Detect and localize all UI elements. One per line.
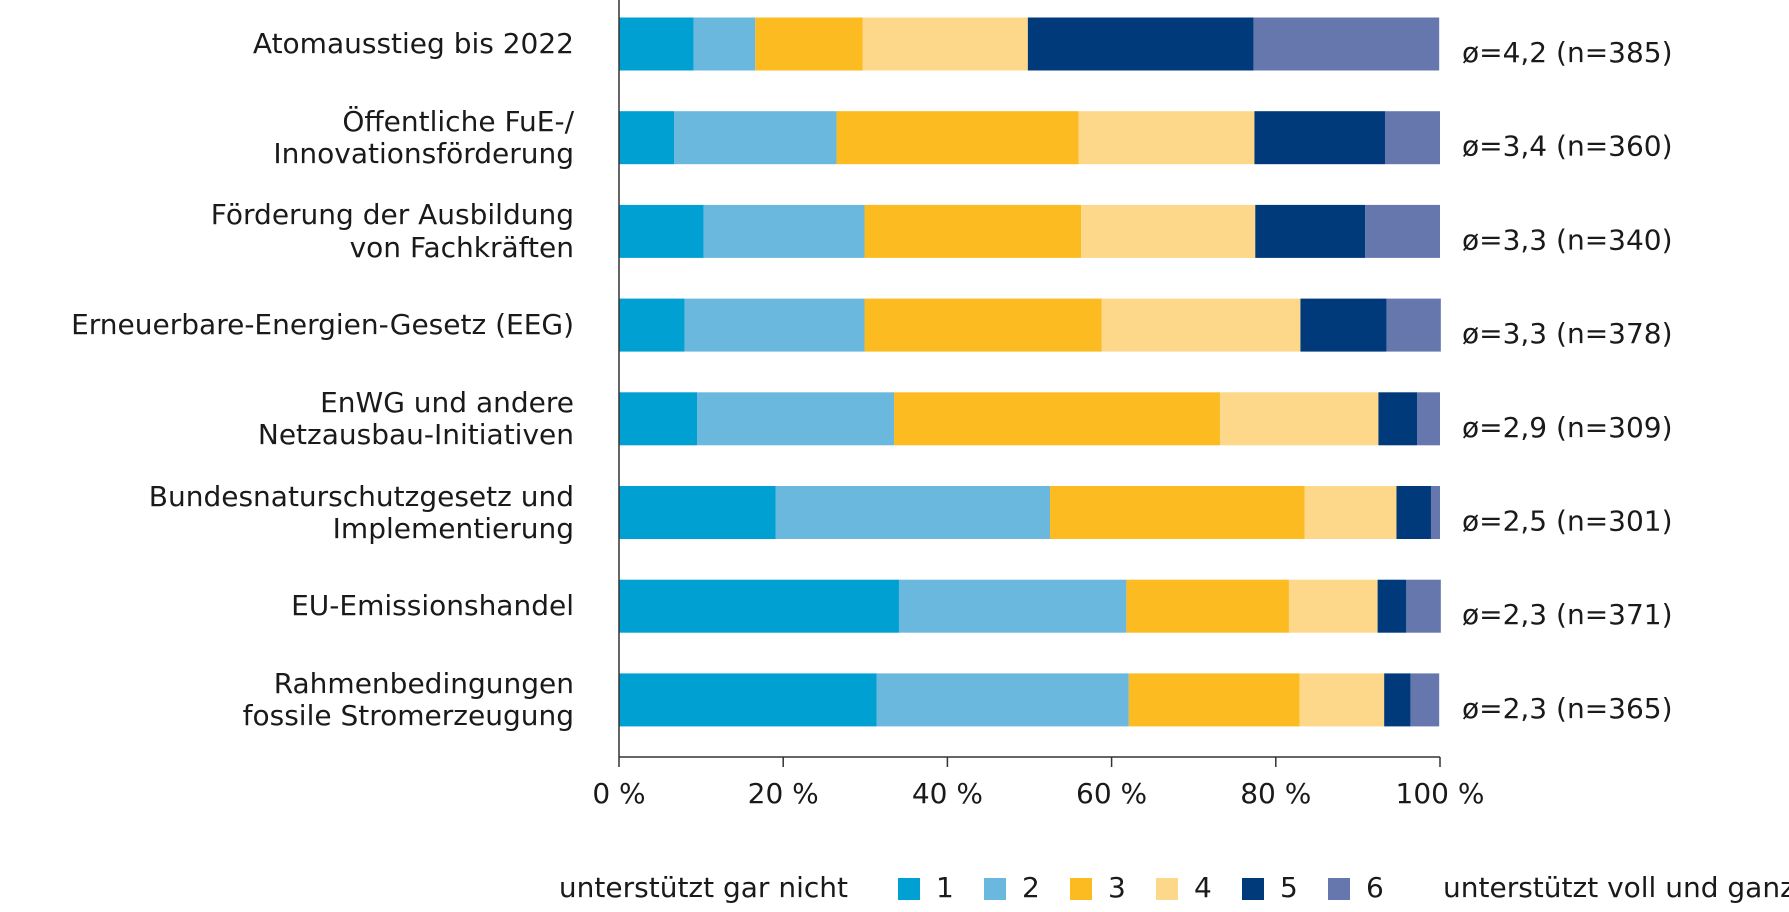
- bar-segment: [1377, 579, 1407, 633]
- bar-segment: [876, 673, 1129, 727]
- legend-label: 2: [1022, 871, 1040, 904]
- bar-segment: [1027, 17, 1254, 71]
- category-label: Öffentliche FuE-/ Innovationsförderung: [273, 104, 574, 170]
- legend-label: 1: [936, 871, 954, 904]
- bar-segment: [1288, 579, 1378, 633]
- legend-swatch: [1328, 878, 1350, 900]
- legend-swatch: [984, 878, 1006, 900]
- category-label: EnWG und andere Netzausbau-Initiativen: [257, 385, 574, 451]
- bar-segment: [1396, 486, 1431, 539]
- bar-segment: [1299, 673, 1385, 727]
- legend-label: 6: [1366, 871, 1384, 904]
- legend-swatch: [1156, 878, 1178, 900]
- bar-segment: [1081, 204, 1256, 258]
- bar-segment: [862, 17, 1028, 71]
- bar-segment: [619, 298, 685, 352]
- annotation: ø=3,3 (n=378): [1462, 317, 1673, 350]
- bar-segment: [619, 392, 697, 446]
- bar-segment: [619, 486, 776, 539]
- bar-segment: [1219, 392, 1379, 446]
- bar-segment: [755, 17, 863, 71]
- bar-segment: [684, 298, 865, 352]
- bar-segment: [1101, 298, 1301, 352]
- annotation: ø=2,9 (n=309): [1462, 411, 1673, 444]
- legend-left: unterstützt gar nicht: [559, 871, 848, 904]
- bar-segment: [894, 392, 1220, 446]
- legend-swatch: [1242, 878, 1264, 900]
- legend-right: unterstützt voll und ganz: [1443, 871, 1789, 904]
- annotation: ø=3,3 (n=340): [1462, 223, 1673, 256]
- x-tick-label: 20 %: [748, 777, 819, 810]
- legend-swatch: [898, 878, 920, 900]
- bar-segment: [619, 673, 877, 727]
- category-label: Rahmenbedingungen fossile Stromerzeugung: [242, 666, 574, 732]
- legend-swatch: [1070, 878, 1092, 900]
- x-tick-label: 80 %: [1240, 777, 1311, 810]
- bar-segment: [1384, 111, 1440, 165]
- annotation: ø=3,4 (n=360): [1462, 130, 1673, 163]
- x-tick-label: 0 %: [592, 777, 645, 810]
- bar-segment: [898, 579, 1127, 633]
- bar-segment: [619, 204, 704, 258]
- bar-segment: [864, 298, 1102, 352]
- bar-segment: [1384, 673, 1411, 727]
- bar-segment: [1300, 298, 1387, 352]
- bar-segment: [1386, 298, 1441, 352]
- bar-segment: [864, 204, 1082, 258]
- legend-label: 4: [1194, 871, 1212, 904]
- bar-segment: [1378, 392, 1418, 446]
- bar-segment: [1128, 673, 1300, 727]
- category-label: EU-Emissionshandel: [291, 589, 574, 623]
- legend-label: 5: [1280, 871, 1298, 904]
- category-label: Bundesnaturschutzgesetz und Implementier…: [148, 479, 574, 545]
- bar-segment: [619, 579, 899, 633]
- category-label: Erneuerbare-Energien-Gesetz (EEG): [71, 308, 574, 341]
- x-tick-label: 60 %: [1076, 777, 1147, 810]
- annotation: ø=4,2 (n=385): [1462, 36, 1673, 69]
- bar-segment: [674, 111, 837, 165]
- category-label: Förderung der Ausbildung von Fachkräften: [210, 198, 574, 264]
- bar-segment: [1253, 17, 1440, 71]
- bar-segment: [696, 392, 895, 446]
- bar-segment: [1078, 111, 1255, 165]
- bar-segment: [703, 204, 865, 258]
- bar-segment: [1430, 486, 1440, 539]
- annotation: ø=2,3 (n=371): [1462, 598, 1673, 631]
- x-tick-label: 100 %: [1396, 777, 1485, 810]
- bar-segment: [693, 17, 756, 71]
- bar-segment: [619, 17, 694, 71]
- annotation: ø=2,5 (n=301): [1462, 505, 1673, 538]
- bar-segment: [1304, 486, 1397, 539]
- bar-segment: [1254, 111, 1385, 165]
- category-label: Atomausstieg bis 2022: [252, 26, 574, 60]
- bar-segment: [1365, 204, 1440, 258]
- bar-segment: [1050, 486, 1305, 539]
- bar-segment: [619, 111, 675, 165]
- bar-segment: [1406, 579, 1441, 633]
- bar-segment: [1410, 673, 1440, 727]
- legend-label: 3: [1108, 871, 1126, 904]
- bar-segment: [1255, 204, 1366, 258]
- bar-segment: [1417, 392, 1440, 446]
- x-tick-label: 40 %: [912, 777, 983, 810]
- bar-segment: [1126, 579, 1289, 633]
- bar-segment: [836, 111, 1079, 165]
- annotation: ø=2,3 (n=365): [1462, 692, 1673, 725]
- bar-segment: [775, 486, 1051, 539]
